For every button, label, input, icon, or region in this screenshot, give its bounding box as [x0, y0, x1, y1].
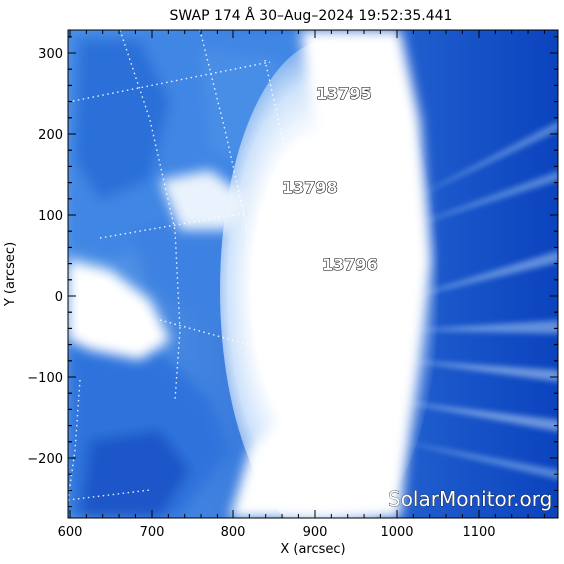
active-region-label: 13798 [282, 178, 338, 197]
x-tick-label: 1100 [462, 525, 495, 540]
active-region-label: 13795 [316, 84, 372, 103]
y-axis-label: Y (arcsec) [3, 242, 18, 307]
x-tick-label: 700 [140, 525, 165, 540]
x-tick-label: 900 [303, 525, 328, 540]
x-tick-label: 1000 [380, 525, 413, 540]
y-tick-label: 200 [38, 128, 63, 143]
y-tick-label: 100 [38, 209, 63, 224]
plot-frame [67, 29, 559, 519]
x-tick-label: 800 [221, 525, 246, 540]
x-axis [69, 30, 545, 518]
y-tick-label: −100 [27, 371, 63, 386]
x-tick-label: 600 [58, 525, 83, 540]
y-tick-label: 0 [55, 290, 63, 305]
plot-title: SWAP 174 Å 30–Aug–2024 19:52:35.441 [170, 7, 453, 24]
y-tick-label: −200 [27, 452, 63, 467]
watermark: SolarMonitor.org [388, 487, 552, 511]
active-region-label: 13796 [322, 255, 378, 274]
y-axis [68, 36, 558, 508]
y-tick-label: 300 [38, 47, 63, 62]
heliographic-grid [68, 30, 316, 501]
x-axis-label: X (arcsec) [280, 542, 345, 557]
euv-image [68, 30, 558, 518]
